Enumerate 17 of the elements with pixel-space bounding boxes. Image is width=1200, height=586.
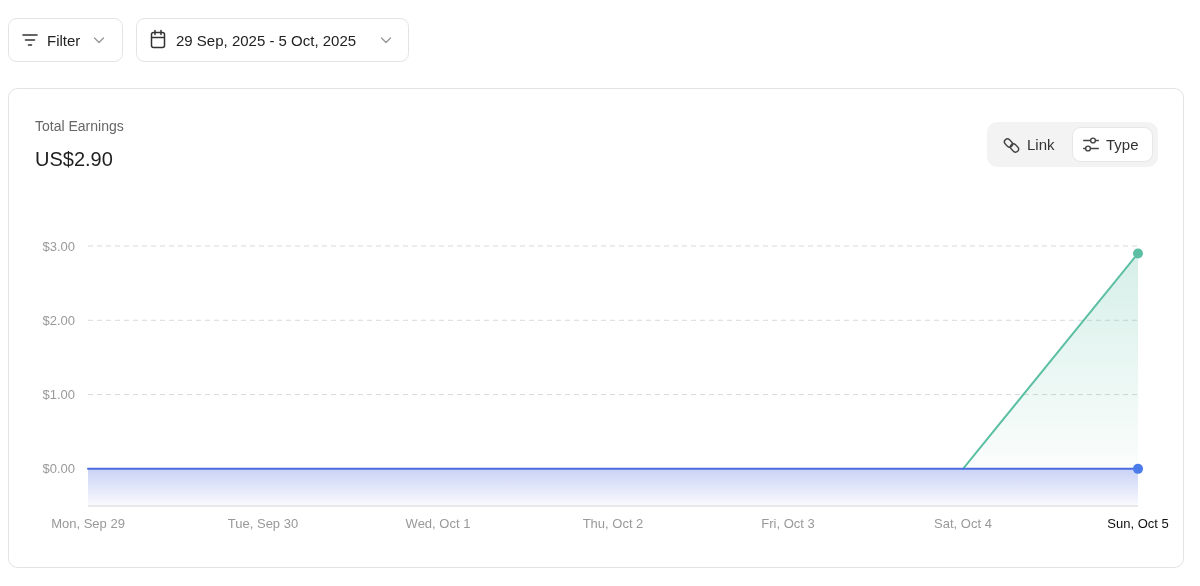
x-tick-label: Mon, Sep 29 [51,516,125,531]
x-tick-label: Fri, Oct 3 [761,516,815,531]
y-tick-label: $0.00 [42,461,75,477]
y-tick-label: $2.00 [42,312,75,328]
x-tick-label: Thu, Oct 2 [582,516,644,531]
chart-title: Total Earnings [35,118,124,134]
text: 29 Sep, 2025 - 5 Oct, 2025 [176,32,357,49]
x-tick-label: Tue, Sep 30 [227,516,299,531]
y-tick-label: $1.00 [42,387,75,403]
text: Type [1106,136,1139,153]
chart-subtitle: US$2.90 [35,148,113,170]
x-tick-label: Wed, Oct 1 [405,516,471,531]
x-tick-label: Sat, Oct 4 [934,516,992,531]
y-tick-label: $3.00 [42,238,75,254]
text: Link [1027,136,1056,153]
text: Filter [47,32,81,49]
x-tick-label: Sun, Oct 5 [1107,516,1169,531]
